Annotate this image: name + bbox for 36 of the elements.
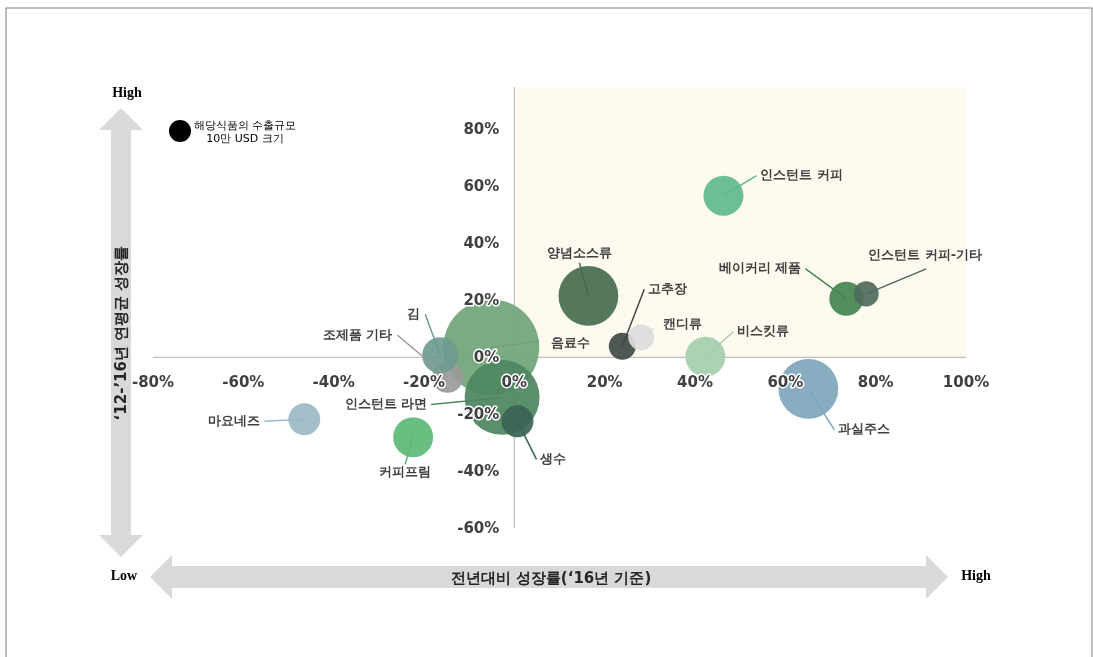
series-label: 비스킷류 xyxy=(737,323,790,339)
x-tick-label: 0% xyxy=(501,372,528,391)
series-label: 캔디류 xyxy=(663,315,703,331)
series-label: 양념소스류 xyxy=(546,245,612,261)
x-tick-label: -80% xyxy=(131,372,175,391)
text: 조제품 기타 xyxy=(322,326,393,342)
y-axis-title: ‘12-’16년 연평균 성장률 xyxy=(111,245,130,421)
series-label: 인스턴트 커피 xyxy=(760,167,843,183)
y-tick-label: 60% xyxy=(463,177,500,196)
series-label: 생수 xyxy=(539,450,567,466)
x-tick-label: -60% xyxy=(222,372,265,391)
legend-label: 음료수 xyxy=(551,334,591,350)
text: 고추장 xyxy=(648,280,688,296)
y-tick-label: 40% xyxy=(463,233,500,252)
series-label: 김 xyxy=(407,305,421,321)
y-tick-label: 0% xyxy=(473,347,500,366)
legend-label: 해당식품의 수출규모 10만 USD 크기 xyxy=(193,118,297,145)
y-tick-label: -40% xyxy=(457,461,500,480)
x-axis-title: 전년대비 성장률(‘16년 기준) xyxy=(450,568,652,587)
y-tick-label: 80% xyxy=(463,120,500,139)
series-label: 과실주스 xyxy=(838,421,891,437)
text: Low xyxy=(110,568,139,584)
text: 베이커리 제품 xyxy=(718,260,802,276)
text: High xyxy=(961,568,991,584)
series-label: 커피프림 xyxy=(379,463,432,479)
x-tick-label: 80% xyxy=(857,372,894,391)
text: High xyxy=(112,85,142,101)
x-tick-label: -40% xyxy=(312,372,355,391)
series-label: 인스턴트 커피-기타 xyxy=(868,247,983,263)
x-tick-label: 100% xyxy=(942,372,990,391)
x-tick-label: -20% xyxy=(402,372,446,391)
text: 인스턴트 라면 xyxy=(344,395,428,411)
text: 마요네즈 xyxy=(208,412,261,428)
x-tick-label: 20% xyxy=(586,372,623,391)
y-tick-label: -60% xyxy=(457,518,500,537)
x-tick-label: 40% xyxy=(677,372,713,391)
